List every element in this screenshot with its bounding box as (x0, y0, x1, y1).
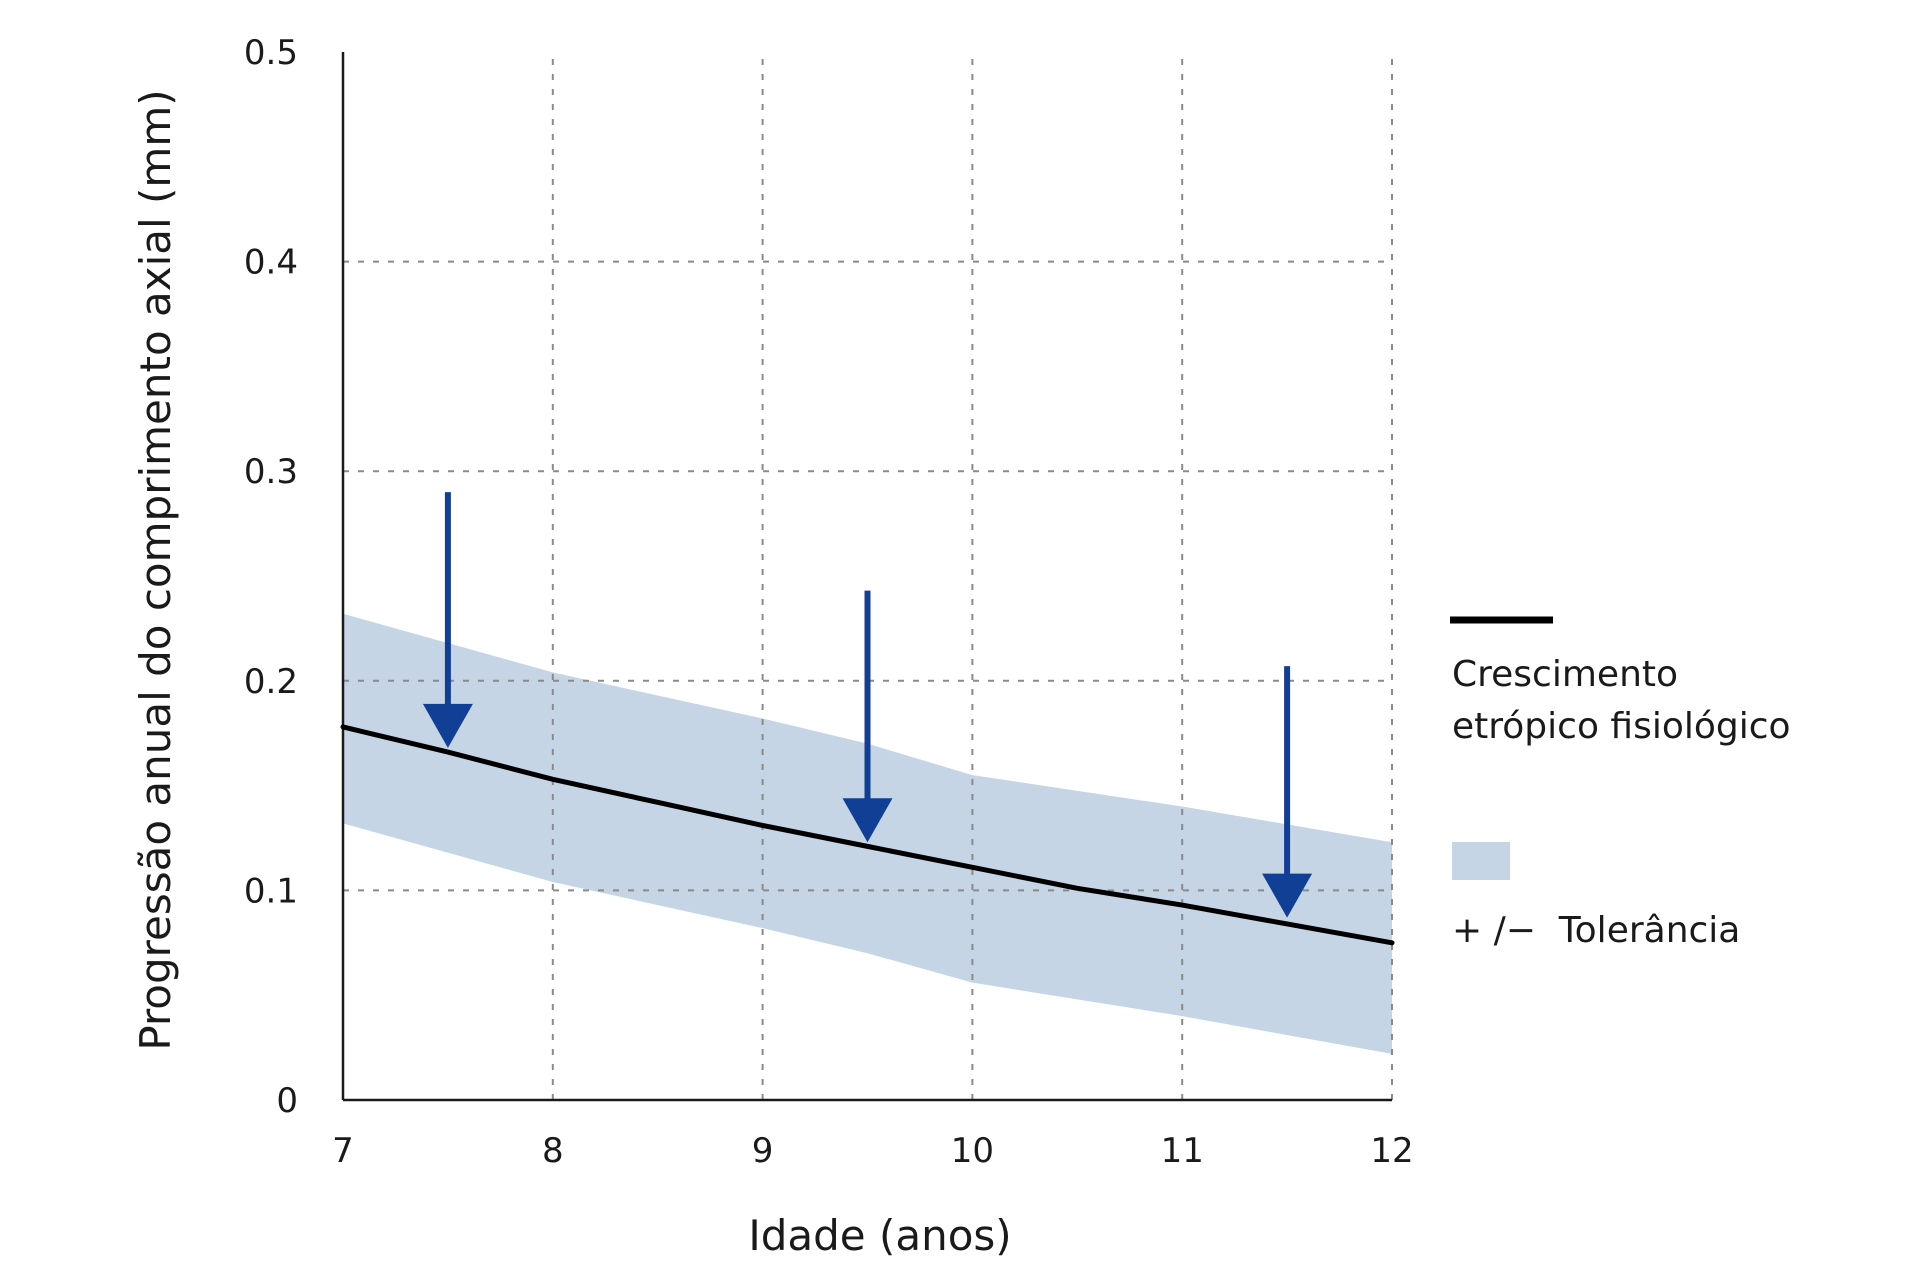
y-tick-label: 0.1 (244, 871, 298, 911)
y-tick-label: 0.2 (244, 662, 298, 702)
x-axis-title: Idade (anos) (748, 1211, 1011, 1260)
x-tick-label: 8 (542, 1131, 564, 1171)
legend-label-line-2: etrópico fisiológico (1452, 706, 1791, 747)
x-tick-label: 9 (752, 1131, 774, 1171)
grid-layer (343, 52, 1393, 1100)
y-axis-title: Progressão anual do comprimento axial (m… (131, 89, 180, 1050)
tick-label-layer: 7 8 9 10 11 12 0 0.1 0.2 0.3 0.4 0.5 (244, 33, 1414, 1171)
arrow-head (842, 798, 893, 843)
y-tick-label: 0.4 (244, 243, 298, 283)
x-tick-label: 11 (1161, 1131, 1204, 1171)
legend: Crescimento etrópico fisiológico + /− To… (1450, 616, 1791, 951)
series-line-crescimento (340, 724, 1395, 946)
legend-label-line-1: Crescimento (1452, 654, 1678, 695)
legend-band-label: + /− Tolerância (1452, 910, 1740, 951)
x-tick-label: 12 (1370, 1131, 1413, 1171)
y-tick-label: 0.3 (244, 452, 298, 492)
arrow-head (1262, 873, 1313, 918)
y-tick-label: 0.5 (244, 33, 298, 73)
legend-band-swatch (1452, 842, 1510, 880)
arrow-layer (422, 492, 1313, 918)
y-tick-label: 0 (276, 1081, 298, 1121)
arrow-head (422, 703, 473, 748)
series-line-layer (340, 724, 1395, 946)
x-tick-label: 7 (332, 1131, 354, 1171)
axis-layer (341, 52, 1392, 1102)
x-tick-label: 10 (951, 1131, 994, 1171)
